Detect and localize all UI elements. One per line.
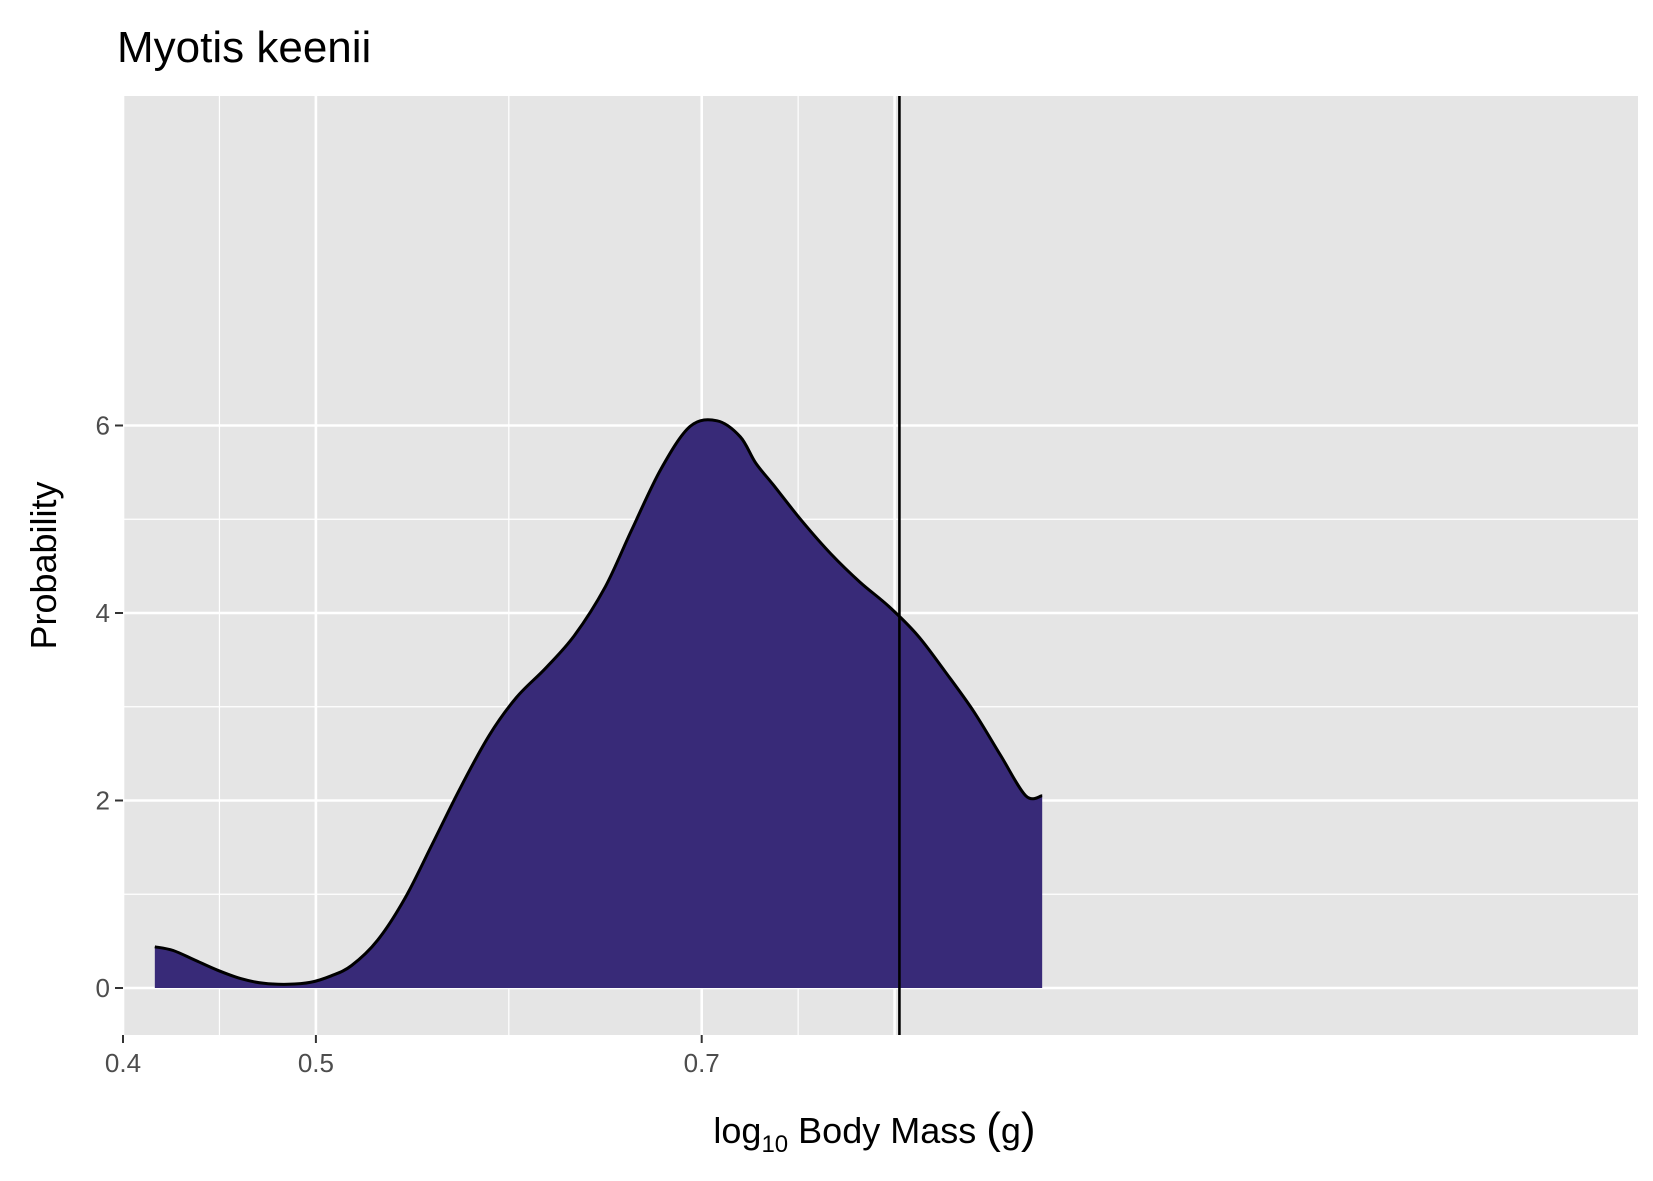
- x-axis-title-open-paren: (: [986, 1104, 1001, 1153]
- y-axis-title: Probability: [23, 481, 64, 649]
- x-axis-title-text: Body Mass: [788, 1110, 986, 1151]
- major-gridlines: [121, 96, 1638, 1035]
- x-tick-label: 0.5: [298, 1048, 334, 1078]
- x-axis-title-prefix: log: [713, 1110, 761, 1151]
- x-axis-title-close-paren: ): [1021, 1104, 1036, 1153]
- x-axis-title: log10 Body Mass (g): [713, 1104, 1035, 1158]
- y-tick-label: 0: [96, 973, 110, 1003]
- y-tick-label: 6: [96, 411, 110, 441]
- density-curve: [154, 418, 1043, 986]
- y-tick-label: 2: [96, 786, 110, 816]
- x-axis-title-unit: g: [1001, 1110, 1021, 1151]
- chart-title: Myotis keenii: [117, 23, 371, 72]
- x-tick-label: 0.7: [684, 1048, 720, 1078]
- y-tick-label: 4: [96, 598, 110, 628]
- density-area: [154, 419, 1043, 988]
- tick-labels: 0 2 4 6 0.4 0.5 0.7: [96, 411, 720, 1079]
- x-axis-title-subscript: 10: [761, 1131, 788, 1158]
- x-tick-label: 0.4: [105, 1048, 141, 1078]
- axis-ticks: [115, 424, 703, 1043]
